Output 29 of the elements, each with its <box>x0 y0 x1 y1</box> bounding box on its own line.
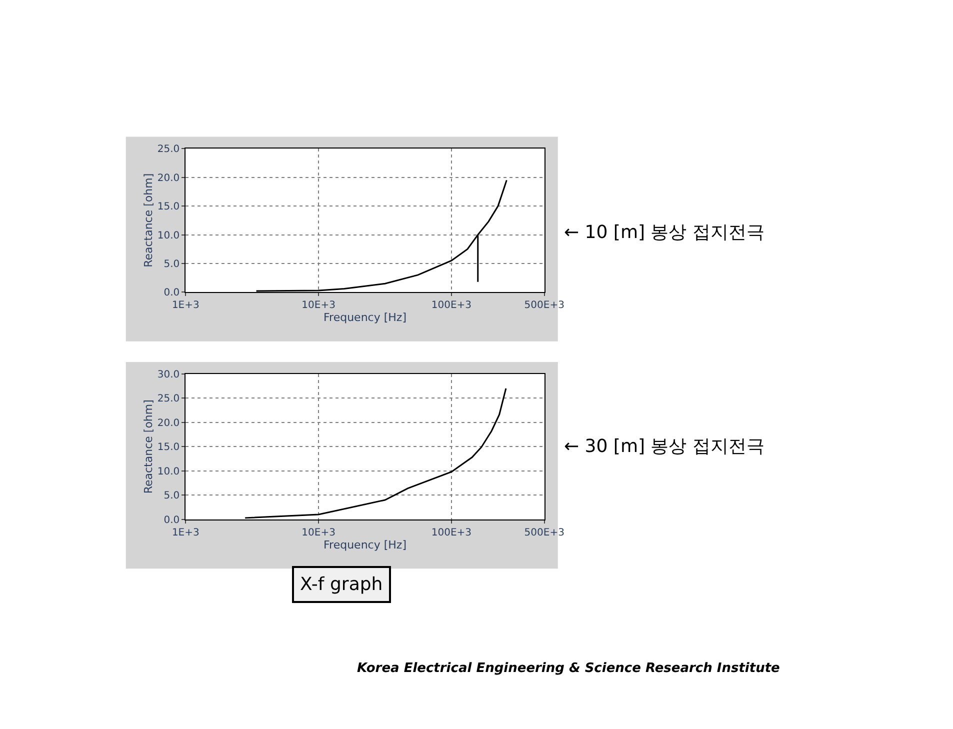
text: ← 30 [m] 봉상 접지전극 <box>564 436 764 457</box>
x-tick-label: 1E+3 <box>172 527 200 538</box>
y-tick-label: 5.0 <box>164 490 180 502</box>
text: ← 10 [m] 봉상 접지전극 <box>564 222 764 243</box>
y-tick-label: 20.0 <box>157 418 180 429</box>
x-tick-label: 10E+3 <box>302 527 336 538</box>
x-axis-title: Frequency [Hz] <box>324 538 406 552</box>
y-tick-label: 10.0 <box>157 466 180 478</box>
y-tick-label: 0.0 <box>164 514 180 526</box>
y-tick-label: 15.0 <box>157 442 180 454</box>
y-tick-label: 30.0 <box>157 369 180 380</box>
x-tick-label: 1E+3 <box>172 300 200 312</box>
x-tick-label: 500E+3 <box>524 527 564 538</box>
y-tick-label: 5.0 <box>164 258 180 270</box>
y-axis-title: Reactance [ohm] <box>142 173 156 268</box>
x-tick-label: 500E+3 <box>524 300 564 312</box>
text: Korea Electrical Engineering & Science Research Institute <box>357 661 780 676</box>
y-tick-label: 0.0 <box>164 288 180 299</box>
y-axis-title: Reactance [ohm] <box>142 400 156 494</box>
x-axis-title: Frequency [Hz] <box>324 311 406 324</box>
x-tick-label: 100E+3 <box>431 300 472 312</box>
y-tick-label: 20.0 <box>157 172 180 184</box>
text: X-f graph <box>300 574 383 595</box>
y-tick-label: 25.0 <box>157 144 180 156</box>
y-tick-label: 15.0 <box>157 202 180 213</box>
y-tick-label: 10.0 <box>157 230 180 242</box>
x-tick-label: 100E+3 <box>431 527 472 538</box>
x-tick-label: 10E+3 <box>302 300 336 312</box>
y-tick-label: 25.0 <box>157 394 180 405</box>
